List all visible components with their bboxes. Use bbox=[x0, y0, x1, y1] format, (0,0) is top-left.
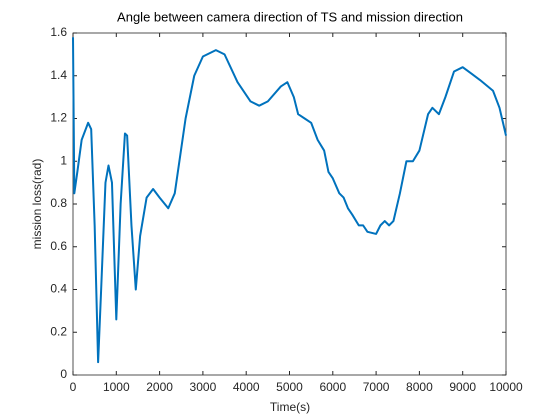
y-tick-label: 0.8 bbox=[50, 196, 67, 210]
y-tick-label: 0.2 bbox=[50, 324, 67, 338]
chart-title: Angle between camera direction of TS and… bbox=[117, 9, 463, 24]
data-line bbox=[72, 37, 507, 364]
y-axis-label: mission loss(rad) bbox=[30, 159, 44, 250]
y-tick-label: 0.6 bbox=[50, 239, 67, 253]
x-tick-label: 4000 bbox=[233, 380, 260, 394]
x-axis-label: Time(s) bbox=[270, 400, 310, 414]
x-tick-label: 8000 bbox=[406, 380, 433, 394]
x-tick-label: 9000 bbox=[449, 380, 476, 394]
y-tick-label: 1.4 bbox=[50, 68, 67, 82]
x-tick-label: 10000 bbox=[489, 380, 523, 394]
x-tick-label: 6000 bbox=[319, 380, 346, 394]
y-tick-label: 0.4 bbox=[50, 282, 67, 296]
y-tick-label: 1 bbox=[60, 153, 67, 167]
y-tick-label: 1.6 bbox=[50, 25, 67, 39]
y-tick-label: 0 bbox=[60, 367, 67, 381]
x-tick-label: 3000 bbox=[190, 380, 217, 394]
x-tick-label: 1000 bbox=[103, 380, 130, 394]
x-tick-label: 0 bbox=[70, 380, 77, 394]
x-tick-label: 2000 bbox=[146, 380, 173, 394]
x-tick-label: 7000 bbox=[363, 380, 390, 394]
y-tick-label: 1.2 bbox=[50, 111, 67, 125]
x-tick-label: 5000 bbox=[276, 380, 303, 394]
